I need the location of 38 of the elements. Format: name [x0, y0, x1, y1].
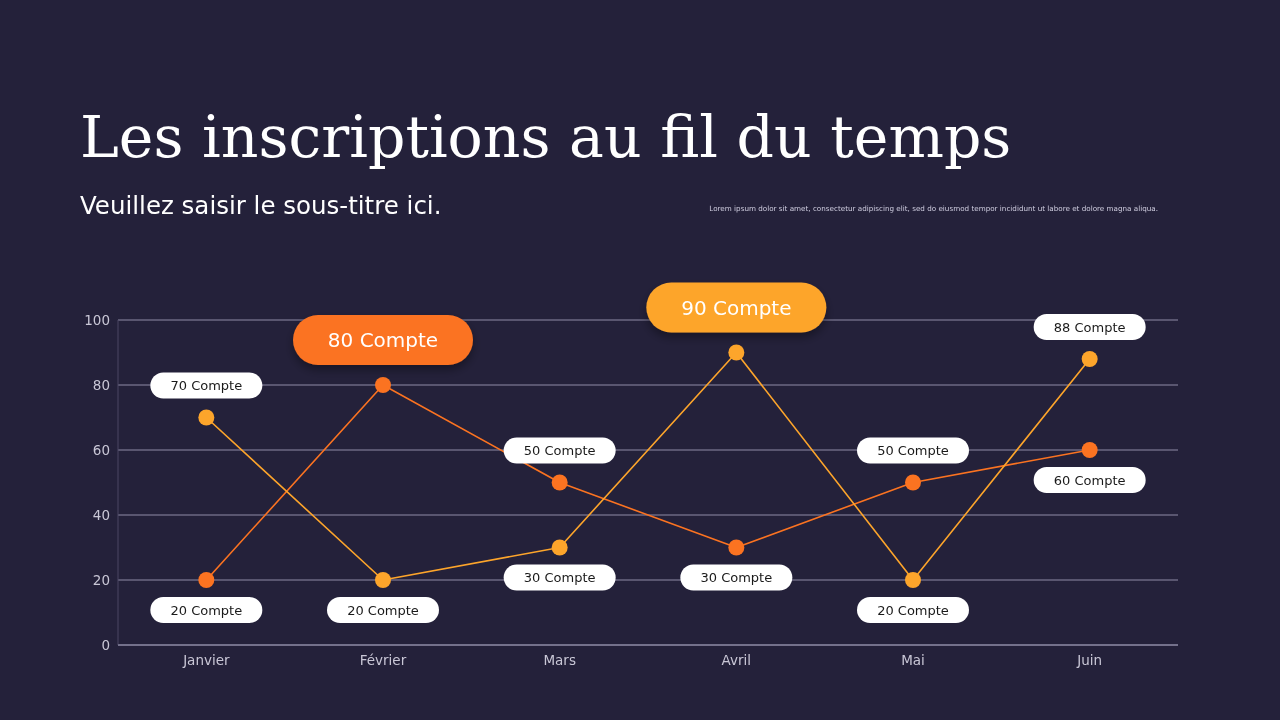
chart-title: Les inscriptions au fil du temps — [80, 103, 1012, 171]
x-tick-label: Avril — [721, 652, 752, 668]
y-tick-label: 100 — [84, 311, 110, 328]
data-label: 60 Compte — [1053, 472, 1126, 488]
y-tick-label: 0 — [101, 636, 110, 653]
data-label: 50 Compte — [523, 443, 596, 459]
data-label: 88 Compte — [1053, 319, 1126, 335]
data-label: 50 Compte — [877, 443, 949, 459]
y-tick-label: 80 — [92, 376, 110, 393]
point — [551, 539, 568, 556]
chart-subtitle: Veuillez saisir le sous-titre ici. — [80, 191, 442, 220]
x-tick-label: Janvier — [182, 652, 230, 668]
y-tick-label: 40 — [92, 506, 110, 523]
data-label: 70 Compte — [170, 378, 243, 394]
point — [728, 344, 745, 361]
x-tick-label: Mai — [901, 652, 925, 668]
x-tick-label: Mars — [543, 652, 576, 668]
point — [551, 474, 568, 491]
data-label: 30 Compte — [523, 570, 596, 586]
point — [375, 377, 391, 393]
x-tick-label: Février — [359, 652, 407, 668]
point — [728, 539, 745, 556]
point — [198, 572, 215, 588]
point — [375, 572, 391, 588]
data-label: 20 Compte — [347, 602, 419, 618]
point — [905, 572, 921, 588]
y-tick-label: 20 — [92, 571, 110, 588]
x-tick-label: Juin — [1076, 652, 1103, 668]
point — [1081, 442, 1098, 458]
data-label: 20 Compte — [170, 602, 243, 618]
y-tick-label: 60 — [92, 441, 110, 458]
data-label: 80 Compte — [327, 328, 439, 353]
data-label: 20 Compte — [877, 602, 949, 618]
point — [905, 474, 921, 491]
data-label: 30 Compte — [700, 570, 773, 586]
point — [1081, 351, 1098, 367]
data-label: 90 Compte — [681, 295, 792, 320]
point — [198, 409, 215, 426]
